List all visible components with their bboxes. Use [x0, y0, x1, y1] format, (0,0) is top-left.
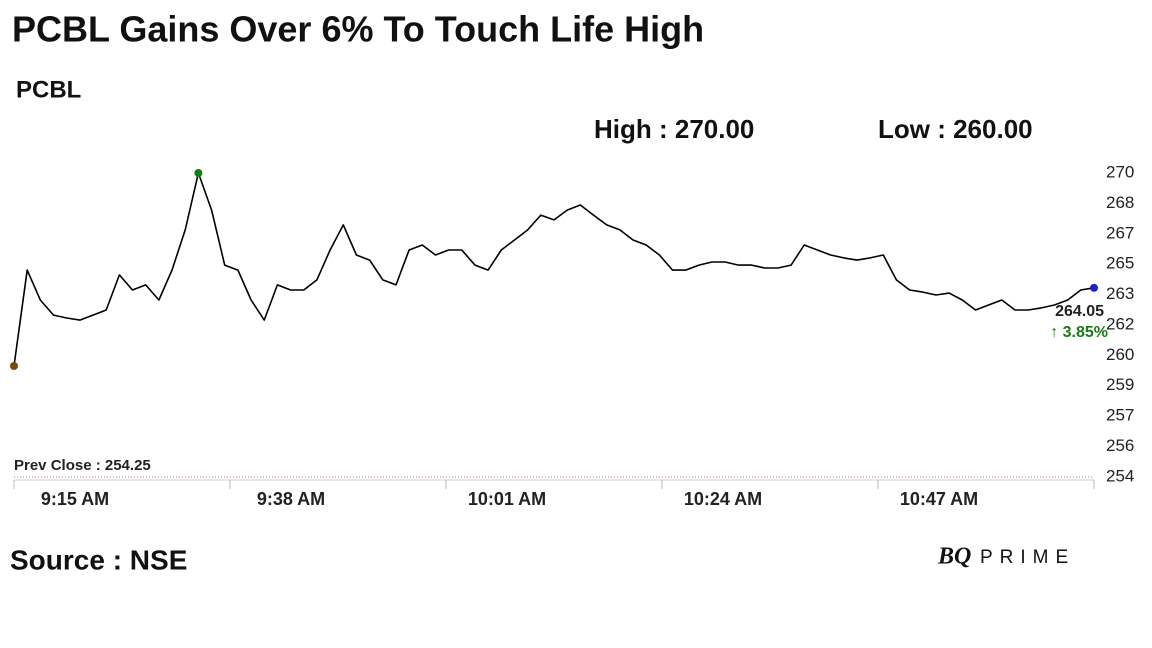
start-marker [10, 362, 18, 371]
source: Source : NSE [10, 544, 187, 575]
y-tick-label: 263 [1106, 284, 1134, 303]
y-tick-label: 260 [1106, 345, 1134, 364]
y-tick-label: 254 [1106, 466, 1134, 485]
chart-title: PCBL Gains Over 6% To Touch Life High [12, 9, 704, 50]
x-tick-label: 10:24 AM [684, 489, 762, 509]
brand-suffix: PRIME [980, 547, 1075, 568]
low-label: Low : 260.00 [878, 114, 1033, 144]
y-tick-label: 270 [1106, 162, 1134, 181]
prev-close-label: Prev Close : 254.25 [14, 457, 151, 474]
y-tick-label: 259 [1106, 375, 1134, 394]
y-tick-label: 268 [1106, 193, 1134, 212]
x-tick-label: 10:47 AM [900, 489, 978, 509]
y-tick-label: 265 [1106, 254, 1134, 273]
x-tick-label: 10:01 AM [468, 489, 546, 509]
y-tick-label: 257 [1106, 406, 1134, 425]
last-marker [1090, 283, 1098, 292]
change-label: ↑ 3.85% [1050, 324, 1108, 341]
chart-subtitle: PCBL [16, 76, 81, 103]
y-tick-label: 267 [1106, 223, 1134, 242]
high-marker [194, 169, 203, 177]
price-line [13, 172, 1095, 367]
high-label: High : 270.00 [594, 114, 754, 144]
x-tick-label: 9:38 AM [257, 489, 325, 509]
x-tick-label: 9:15 AM [41, 489, 109, 509]
brand-logo: BQ [937, 544, 971, 570]
y-tick-label: 262 [1106, 314, 1134, 333]
y-tick-label: 256 [1106, 436, 1134, 455]
last-value-label: 264.05 [1055, 303, 1104, 320]
